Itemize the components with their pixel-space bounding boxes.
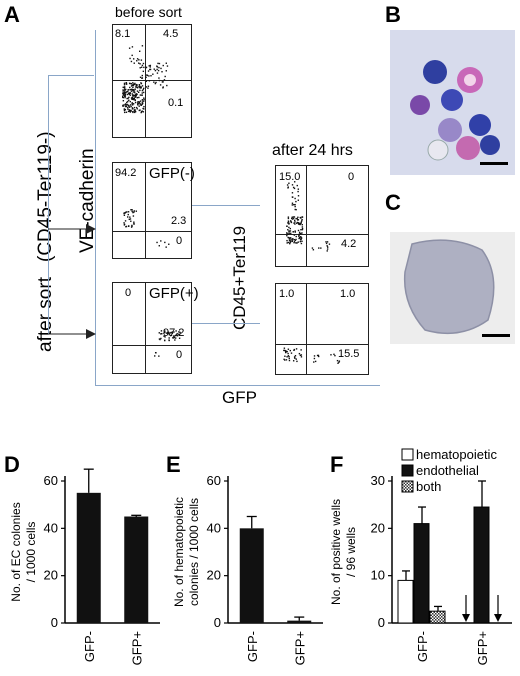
colony-image: [403, 239, 510, 337]
flow-plot-gfp-pos: 0 GFP(+) 97.2 0: [112, 282, 199, 374]
y-tick-label: 60: [44, 473, 58, 488]
legend-label-both: both: [416, 479, 441, 494]
quadrant-ul: 94.2: [115, 167, 137, 179]
dot-scatter: [122, 45, 169, 114]
connector-line: [190, 323, 260, 324]
legend-swatch-endothelial: [401, 464, 414, 477]
zero-arrow-icon: [462, 595, 470, 622]
bar: [124, 516, 149, 623]
category-label: GFP-: [245, 631, 260, 662]
bar-endothelial: [413, 523, 430, 624]
y-axis-label: / 96 wells: [344, 527, 358, 577]
category-label: GFP-: [415, 631, 430, 662]
quadrant-ul: 1.0: [279, 288, 295, 300]
y-tick-label: 40: [44, 520, 58, 535]
panel-label-b: B: [385, 2, 401, 27]
legend-swatch-both: [401, 480, 414, 493]
flow-plot-gfp-neg: 94.2 GFP(-) 2.3 0: [112, 162, 195, 259]
quadrant-lr: 0: [176, 349, 183, 361]
quadrant-lr-upper: 97.2: [163, 327, 185, 339]
y-axis-label: / 1000 cells: [24, 522, 38, 583]
chart-f: 0 10 20 30 No. of positive wells/ 96 wells GF…: [330, 447, 512, 665]
legend-label-endothelial: endothelial: [416, 463, 479, 478]
connector-line: [48, 75, 94, 76]
bar: [76, 492, 101, 623]
connector-line: [48, 75, 49, 334]
gfp-neg-tag: GFP(-): [149, 165, 195, 182]
y-tick-label: 0: [378, 615, 385, 630]
zero-arrow-icon: [494, 595, 502, 622]
before-sort-title: before sort: [115, 4, 182, 20]
category-label: GFP-: [82, 631, 97, 662]
legend-label-hematopoietic: hematopoietic: [416, 447, 497, 462]
after-24-title: after 24 hrs: [272, 142, 353, 159]
y-tick-label: 60: [207, 473, 221, 488]
bar: [287, 620, 312, 623]
cd45-ter119-pos-label: CD45+Ter119: [230, 225, 249, 330]
arrow-to-gfpneg: [48, 224, 96, 234]
y-axis-label: No. of positive wells: [330, 499, 343, 605]
gfp-axis-label: GFP: [222, 388, 257, 407]
panel-label-e: E: [166, 452, 181, 477]
connector-line: [95, 30, 96, 385]
quadrant-ur: 4.5: [163, 28, 179, 40]
y-axis-label: No. of EC colonies: [9, 502, 23, 601]
y-axis-label: colonies / 1000 cells: [187, 498, 201, 606]
micrograph-cells: [390, 30, 515, 175]
category-label: GFP+: [129, 631, 144, 665]
panel-label-d: D: [4, 452, 20, 477]
chart-d: 0 20 40 60 No. of EC colonies/ 1000 cells GFP…: [9, 468, 160, 665]
y-tick-label: 20: [44, 568, 58, 583]
cell-cluster-image: [410, 60, 508, 165]
cd45-ter119-neg-label: (CD45-Ter119-): [35, 131, 56, 262]
quadrant-lr: 4.2: [341, 238, 357, 250]
y-tick-label: 20: [207, 568, 221, 583]
y-tick-label: 30: [371, 473, 385, 488]
arrow-to-gfppos: [48, 329, 96, 339]
quadrant-ul: 0: [125, 287, 132, 299]
quadrant-lr: 15.5: [338, 348, 360, 360]
quadrant-lr: 0: [176, 235, 183, 247]
y-tick-label: 10: [371, 568, 385, 583]
connector-line: [95, 385, 380, 386]
bar-hematopoietic: [397, 579, 414, 624]
dot-scatter: [154, 330, 181, 357]
category-label: GFP+: [292, 631, 307, 665]
y-tick-label: 0: [214, 615, 221, 630]
bar: [239, 528, 264, 623]
flow-plot-before-sort: 8.1 4.5 0.1: [112, 24, 192, 138]
y-tick-label: 40: [207, 520, 221, 535]
quadrant-ur: 1.0: [340, 288, 356, 300]
dot-scatter: [123, 209, 170, 248]
panel-label-f: F: [330, 452, 344, 477]
bar-both: [429, 610, 446, 624]
panel-label-a: A: [4, 2, 20, 27]
flow-plot-pos-24h: 1.0 1.0 15.5: [275, 283, 369, 375]
category-label: GFP+: [475, 631, 490, 665]
flow-plot-neg-24h: 15.0 0 4.2: [275, 165, 369, 267]
y-tick-label: 20: [371, 520, 385, 535]
quadrant-ul: 8.1: [115, 28, 131, 40]
connector-line: [190, 205, 260, 206]
y-axis-label: No. of hematopoietic: [172, 497, 186, 607]
quadrant-ul: 15.0: [279, 171, 301, 183]
bar-endothelial: [473, 506, 490, 624]
micrograph-colony: [390, 232, 515, 344]
quadrant-lr-upper: 2.3: [171, 215, 187, 227]
chart-e: 0 20 40 60 No. of hematopoietic colonies / 10…: [172, 473, 323, 665]
y-tick-label: 0: [51, 615, 58, 630]
quadrant-lr: 0.1: [168, 97, 184, 109]
dot-scatter: [283, 347, 341, 364]
quadrant-ur: 0: [348, 171, 355, 183]
panel-label-c: C: [385, 190, 401, 215]
legend-swatch-hematopoietic: [401, 448, 414, 461]
gfp-pos-tag: GFP(+): [149, 285, 199, 302]
dot-scatter: [286, 181, 331, 252]
